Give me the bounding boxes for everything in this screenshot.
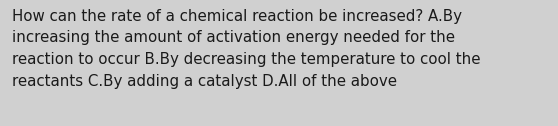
Text: How can the rate of a chemical reaction be increased? A.By
increasing the amount: How can the rate of a chemical reaction … xyxy=(12,9,481,89)
